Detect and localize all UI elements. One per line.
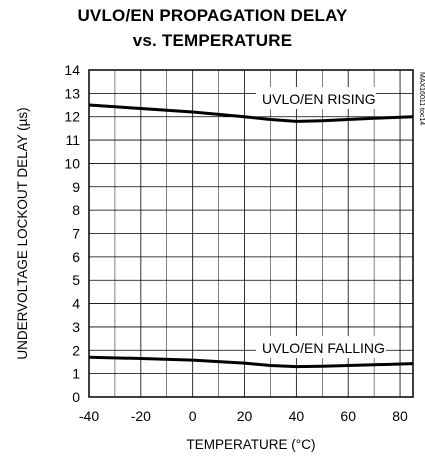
y-tick-label: 10	[64, 155, 80, 171]
y-tick-label: 5	[72, 272, 80, 288]
y-tick-label: 0	[72, 389, 80, 405]
y-tick-label: 8	[72, 202, 80, 218]
x-tick-label: 0	[189, 408, 197, 424]
curves	[88, 103, 414, 369]
y-tick-label: 9	[72, 179, 80, 195]
y-tick-label: 11	[65, 132, 80, 148]
y-tick-label: 13	[64, 85, 80, 101]
annotations: UVLO/EN RISING UVLO/EN FALLING	[256, 87, 386, 358]
y-tick-label: 6	[72, 249, 80, 265]
annotation-falling: UVLO/EN FALLING	[262, 340, 385, 356]
y-tick-label: 4	[72, 296, 80, 312]
annotation-background-rising	[256, 87, 376, 109]
series-falling-line	[88, 355, 414, 369]
x-tick-label: -40	[79, 408, 99, 424]
x-tick-label: 20	[237, 408, 253, 424]
chart-title: UVLO/EN PROPAGATION DELAY	[77, 6, 348, 25]
y-tick-label: 14	[64, 62, 80, 78]
y-tick-label: 3	[72, 319, 80, 335]
y-tick-label: 2	[72, 342, 80, 358]
x-tick-label: -20	[131, 408, 151, 424]
y-tick-label: 1	[72, 366, 80, 382]
plot-frame	[88, 69, 414, 398]
y-axis-label: UNDERVOLTAGE LOCKOUT DELAY (µs)	[15, 107, 30, 359]
y-tick-label: 7	[72, 226, 80, 242]
x-tick-label: 40	[289, 408, 305, 424]
annotation-rising: UVLO/EN RISING	[262, 91, 376, 107]
figure-id: MAX16011 toc14	[418, 72, 425, 125]
y-tick-label: 12	[64, 109, 80, 125]
annotation-background-falling	[256, 336, 386, 358]
chart-subtitle: vs. TEMPERATURE	[132, 31, 293, 50]
series-rising-line	[88, 103, 414, 123]
x-axis-ticks: -40 -20 0 20 40 60 80	[79, 408, 408, 424]
x-axis-label: TEMPERATURE (°C)	[187, 437, 316, 452]
x-tick-label: 60	[340, 408, 356, 424]
x-tick-label: 80	[392, 408, 408, 424]
